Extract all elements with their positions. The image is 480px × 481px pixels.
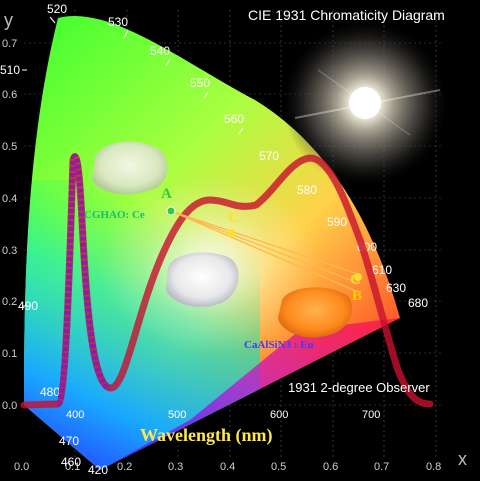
svg-text:0.4: 0.4 [220, 461, 235, 473]
svg-text:0.0: 0.0 [2, 400, 17, 412]
svg-text:510: 510 [0, 63, 20, 77]
locus-tick-marks [22, 16, 244, 307]
svg-text:0.1: 0.1 [65, 461, 80, 473]
svg-text:0.7: 0.7 [2, 38, 17, 50]
green-phosphor-powder-icon [92, 141, 168, 195]
svg-text:610: 610 [372, 263, 392, 277]
locus-wavelength-labels: 380 460 470 480 490 510 520 530 540 550 … [0, 2, 428, 469]
spectrum-axis-label: Wavelength (nm) [140, 425, 273, 446]
diagram-title: CIE 1931 Chromaticity Diagram [248, 7, 445, 23]
svg-text:490: 490 [18, 299, 38, 313]
white-powder-icon [166, 252, 239, 307]
svg-text:520: 520 [47, 2, 67, 16]
svg-text:0.8: 0.8 [426, 461, 441, 473]
svg-text:680: 680 [408, 296, 428, 310]
svg-text:0.5: 0.5 [271, 461, 286, 473]
x-axis-ticks: 0.0 0.1 0.2 0.3 0.4 0.5 0.6 0.7 0.8 [14, 461, 441, 473]
svg-text:400: 400 [66, 409, 84, 421]
svg-text:0.5: 0.5 [2, 141, 17, 153]
point-b: B [352, 288, 362, 304]
point-c-end: C [350, 272, 362, 288]
svg-text:A: A [161, 186, 172, 202]
svg-text:560: 560 [224, 112, 244, 126]
point-a: A [161, 186, 176, 216]
svg-text:630: 630 [386, 281, 406, 295]
svg-text:0.1: 0.1 [2, 348, 17, 360]
svg-text:550: 550 [190, 76, 210, 90]
point-c-mid: C [227, 210, 239, 237]
svg-text:0.4: 0.4 [2, 193, 17, 205]
svg-text:700: 700 [362, 409, 380, 421]
orange-phosphor-powder-icon [278, 287, 353, 338]
svg-text:B: B [352, 288, 362, 304]
svg-text:590: 590 [327, 215, 347, 229]
svg-text:0.3: 0.3 [168, 461, 183, 473]
svg-text:C: C [350, 272, 361, 288]
y-axis-name: y [4, 10, 13, 30]
label-420: 420 [88, 463, 108, 477]
emission-spectrum-curve-left [55, 153, 112, 407]
x-axis-name: x [458, 449, 467, 469]
svg-text:500: 500 [168, 409, 186, 421]
glowing-led-icon [283, 21, 447, 185]
svg-text:0.2: 0.2 [117, 461, 132, 473]
svg-text:0.6: 0.6 [2, 89, 17, 101]
svg-text:580: 580 [297, 183, 317, 197]
svg-text:530: 530 [108, 15, 128, 29]
svg-text:600: 600 [270, 409, 288, 421]
svg-text:480: 480 [40, 385, 60, 399]
red-phosphor-label: CaAlSiN3 : Eu [244, 339, 314, 351]
svg-text:0.3: 0.3 [2, 245, 17, 257]
locus-wavelength-labels-bottom: 420 [88, 463, 108, 477]
svg-text:0.7: 0.7 [374, 461, 389, 473]
svg-text:0.6: 0.6 [323, 461, 338, 473]
observer-label: 1931 2-degree Observer [288, 380, 430, 395]
svg-text:0.2: 0.2 [2, 296, 17, 308]
svg-text:470: 470 [59, 434, 79, 448]
y-axis-ticks: 0.0 0.1 0.2 0.3 0.4 0.5 0.6 0.7 [2, 38, 17, 412]
svg-text:C: C [228, 210, 239, 226]
green-phosphor-label: CGHAO: Ce [84, 209, 145, 221]
svg-text:540: 540 [150, 44, 170, 58]
svg-text:0.0: 0.0 [14, 461, 29, 473]
spectrum-axis-ticks: 400 500 600 700 [66, 409, 380, 421]
svg-text:460: 460 [61, 455, 81, 469]
tie-lines [170, 210, 359, 293]
svg-text:570: 570 [259, 149, 279, 163]
